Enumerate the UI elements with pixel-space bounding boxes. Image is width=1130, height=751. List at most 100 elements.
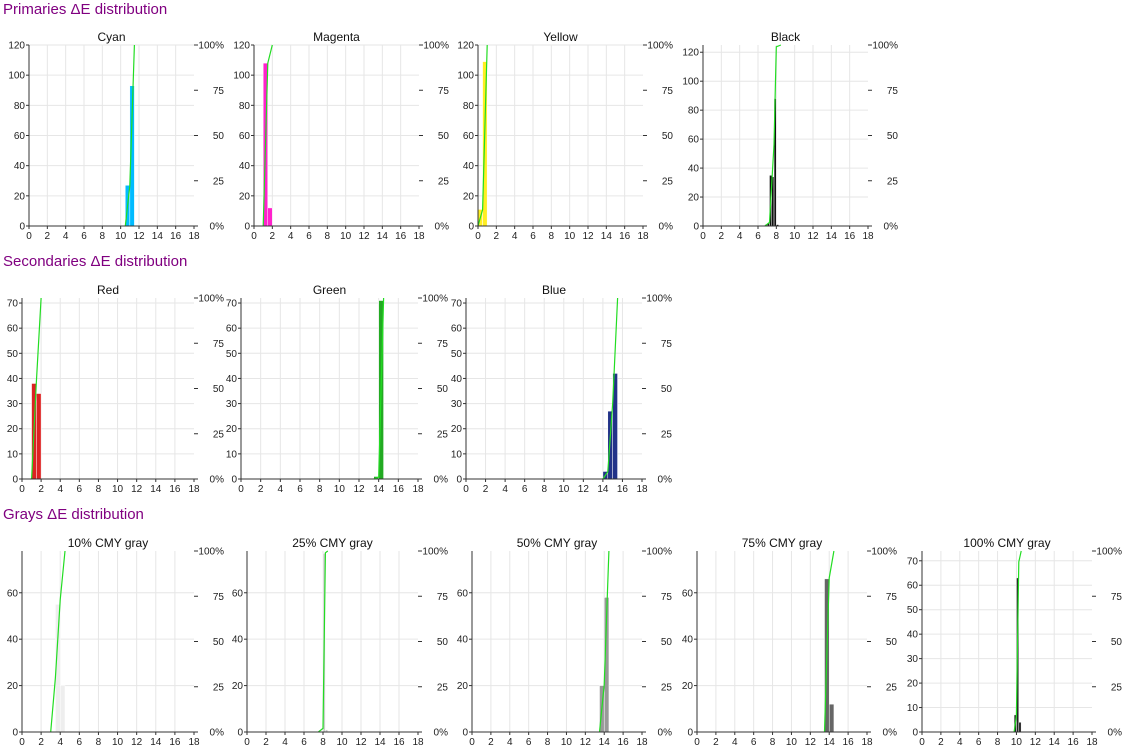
y2-tick-label: 0% [658,728,673,739]
x-tick-label: 0 [469,737,475,748]
cumulative-line [31,297,42,480]
x-tick-label: 18 [637,231,649,242]
x-tick-label: 16 [617,484,629,495]
section-title-primaries: Primaries ΔE distribution [3,1,168,18]
x-tick-label: 8 [96,737,102,748]
y-tick-label: 0 [231,475,237,486]
y-tick-label: 20 [226,424,238,435]
y2-tick-label: 0% [434,728,449,739]
y-tick-label: 40 [463,161,475,172]
y2-tick-label: 0% [210,728,225,739]
y2-tick-label: 50 [437,384,449,395]
y2-tick-label: 75 [887,86,899,97]
y-tick-label: 60 [463,131,475,142]
cumulative-line [764,44,782,227]
y2-tick-label: 100% [871,547,897,558]
y-tick-label: 40 [457,635,469,646]
x-tick-label: 8 [325,231,331,242]
chart-title: Magenta [313,30,360,44]
y-tick-label: 0 [244,222,250,233]
x-tick-label: 2 [270,231,276,242]
y-tick-label: 60 [688,135,700,146]
x-tick-label: 12 [131,484,143,495]
x-tick-label: 0 [251,231,257,242]
y-tick-label: 100 [8,71,25,82]
x-tick-label: 12 [582,231,594,242]
x-tick-label: 10 [561,737,573,748]
y-tick-label: 40 [688,164,700,175]
x-tick-label: 6 [77,484,83,495]
x-tick-label: 10 [786,737,798,748]
cumulative-line [373,297,385,480]
y-tick-label: 40 [451,374,463,385]
x-tick-label: 6 [526,737,532,748]
y-tick-label: 50 [226,349,238,360]
chart-title: Black [771,30,801,44]
chart-title: Cyan [97,30,125,44]
y-tick-label: 50 [451,349,463,360]
y-tick-label: 20 [907,679,919,690]
y2-tick-label: 75 [1111,592,1123,603]
y2-tick-label: 75 [886,592,898,603]
y-tick-label: 40 [239,161,251,172]
y-tick-label: 100 [457,71,474,82]
cumulative-line [124,44,135,227]
x-tick-label: 16 [395,231,407,242]
x-tick-label: 16 [169,484,181,495]
x-tick-label: 14 [150,484,162,495]
y2-tick-label: 100% [422,547,448,558]
x-tick-label: 8 [549,231,555,242]
y2-tick-label: 0% [884,222,899,233]
y2-tick-label: 50 [213,131,225,142]
x-tick-label: 0 [244,737,250,748]
y-tick-label: 70 [451,299,463,310]
x-tick-label: 8 [541,484,547,495]
y-tick-label: 0 [12,475,18,486]
x-tick-label: 8 [96,484,102,495]
chart-title: 25% CMY gray [292,536,372,550]
x-tick-label: 4 [63,231,69,242]
x-tick-label: 10 [1011,737,1023,748]
cumulative-line [598,550,610,733]
y2-tick-label: 0% [434,475,449,486]
x-tick-label: 8 [317,484,323,495]
x-tick-label: 2 [38,484,44,495]
y-tick-label: 60 [451,324,463,335]
x-tick-label: 18 [188,484,200,495]
y-tick-label: 0 [693,222,699,233]
y-tick-label: 80 [14,101,26,112]
x-tick-label: 4 [282,737,288,748]
y-tick-label: 60 [457,588,469,599]
x-tick-label: 0 [694,737,700,748]
y-tick-label: 40 [14,161,26,172]
x-tick-label: 14 [374,737,386,748]
x-tick-label: 4 [512,231,518,242]
cumulative-line [823,550,835,733]
x-tick-label: 0 [475,231,481,242]
x-tick-label: 2 [713,737,719,748]
y2-tick-label: 0% [658,475,673,486]
x-tick-label: 0 [919,737,925,748]
y2-tick-label: 25 [437,429,449,440]
y-tick-label: 20 [232,681,244,692]
cumulative-line [477,44,488,227]
x-tick-label: 8 [770,737,776,748]
y2-tick-label: 75 [213,86,225,97]
x-tick-label: 4 [502,484,508,495]
x-tick-label: 16 [843,737,855,748]
x-tick-label: 6 [755,231,761,242]
x-tick-label: 18 [1086,737,1098,748]
y-tick-label: 20 [7,681,19,692]
chart-title: 50% CMY gray [517,536,597,550]
x-tick-label: 2 [719,231,725,242]
y-tick-label: 20 [688,193,700,204]
y2-tick-label: 100% [647,41,673,52]
x-tick-label: 4 [288,231,294,242]
y-tick-label: 20 [7,424,19,435]
x-tick-label: 8 [774,231,780,242]
y-tick-label: 60 [232,588,244,599]
x-tick-label: 16 [169,737,181,748]
y2-tick-label: 50 [213,384,225,395]
y-tick-label: 20 [463,191,475,202]
